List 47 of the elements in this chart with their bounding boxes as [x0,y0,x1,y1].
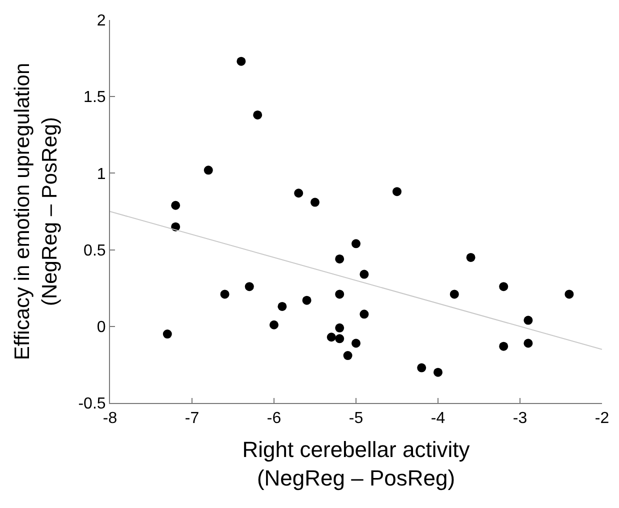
point [270,320,278,330]
point [326,332,336,342]
point [499,342,508,351]
x-tick-label: -4 [430,410,446,428]
y-tick-label: 0 [96,319,106,336]
point [524,338,533,348]
point [236,56,246,66]
y-tick-label: 1 [96,166,106,183]
point [352,239,360,248]
x-tick-label: -2 [594,410,610,428]
y-tick-label: 1.5 [84,89,106,106]
point [335,334,344,344]
point [450,290,459,299]
point [335,323,344,332]
point [278,302,287,311]
point [524,316,533,325]
x-tick-label: -3 [512,410,528,428]
point [171,200,180,210]
y-tick-label: 0.5 [84,242,106,260]
point [434,368,442,377]
point [253,110,262,120]
x-tick-label: -5 [348,410,364,428]
point [360,270,369,279]
point [162,330,172,339]
point [343,351,352,360]
point [294,188,304,198]
x-tick-label: -7 [184,410,200,428]
point [360,310,369,319]
point [302,296,312,305]
point [499,282,508,292]
y-tick-label: -0.5 [78,396,106,413]
y-axis-title: Efficacy in emotion upregulation (NegReg – PosReg) [11,62,62,360]
point [335,254,344,264]
point [392,187,402,196]
point [352,338,360,348]
x-axis-title: Right cerebellar activity (NegReg – PosReg) [242,437,470,491]
point [204,166,213,175]
point [335,290,344,299]
point [466,252,476,262]
point [220,290,230,299]
point [310,198,320,207]
point [244,282,254,292]
y-tick-label: 2 [96,12,106,30]
x-tick-label: -6 [266,410,282,428]
point [564,290,574,299]
x-tick-label: -8 [102,410,118,428]
point [417,363,426,372]
